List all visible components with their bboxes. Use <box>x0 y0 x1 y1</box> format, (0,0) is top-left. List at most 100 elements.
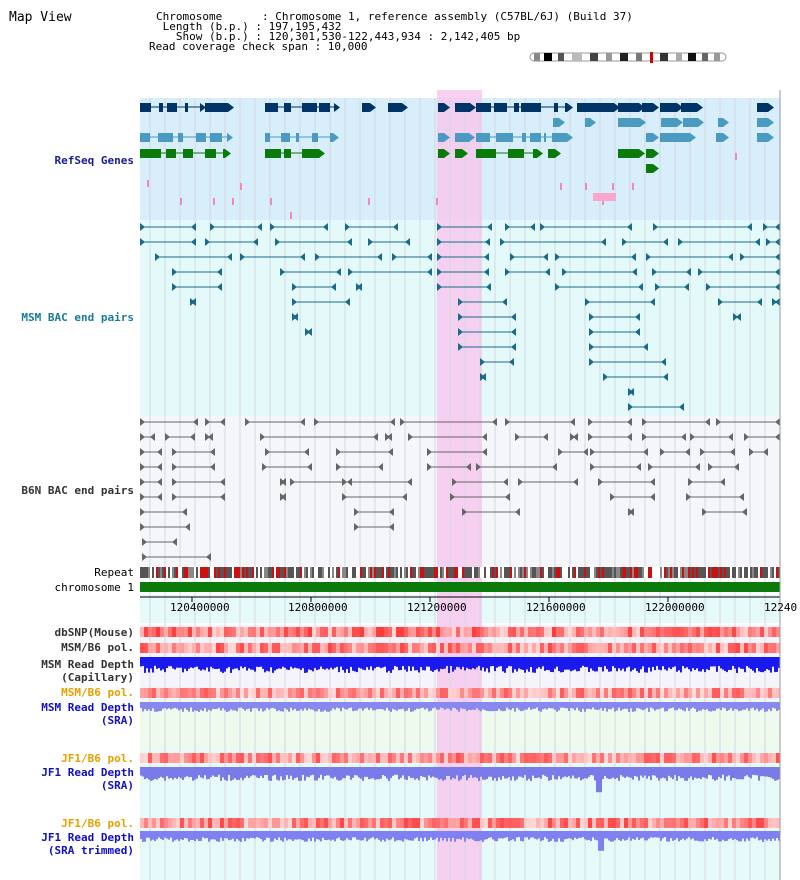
jf1-sra-depth-bar <box>308 767 310 778</box>
jf1-b6-pol2-heat-cell <box>336 818 340 828</box>
b6n-bac-pair-end <box>642 433 647 441</box>
msm-b6-pol2-heat-cell <box>424 688 428 698</box>
repeat-element <box>602 567 604 578</box>
track-label-refseq[interactable]: RefSeq Genes <box>54 154 134 167</box>
repeat-element <box>220 567 222 578</box>
track-label-jf1-b6-pol-2[interactable]: JF1/B6 pol. <box>61 817 134 830</box>
jf1-b6-pol-heat-cell <box>576 753 580 763</box>
repeat-element <box>664 567 666 578</box>
jf1-trim-depth-bar <box>338 831 340 838</box>
track-label-msm-bac[interactable]: MSM BAC end pairs <box>21 311 134 324</box>
track-label-b6n-bac[interactable]: B6N BAC end pairs <box>21 484 134 497</box>
track-label-msm-b6-pol-1[interactable]: MSM/B6 pol. <box>61 641 134 654</box>
msm-b6-pol-heat-cell <box>488 643 492 653</box>
msm-sra-depth-bar <box>288 702 290 712</box>
msm-cap-depth-bar <box>760 657 762 673</box>
jf1-trim-depth-bar <box>384 831 386 842</box>
msm-b6-pol-heat-cell <box>344 643 348 653</box>
msm-b6-pol2-heat-cell <box>340 688 344 698</box>
dbsnp-heat-cell <box>596 627 600 637</box>
track-label-jf1-b6-pol-1[interactable]: JF1/B6 pol. <box>61 752 134 765</box>
repeat-element <box>190 567 192 578</box>
repeat-element <box>424 567 426 578</box>
repeat-element <box>142 567 144 578</box>
repeat-element <box>344 567 346 578</box>
jf1-b6-pol-heat-cell <box>300 753 304 763</box>
jf1-trim-depth-bar <box>688 831 690 838</box>
track-label-jf1-depth-sra[interactable]: JF1 Read Depth <box>41 766 134 779</box>
repeat-element <box>322 567 324 578</box>
jf1-b6-pol2-heat-cell <box>344 818 348 828</box>
jf1-trim-depth-bar <box>484 831 486 840</box>
jf1-trim-depth-bar <box>166 831 168 839</box>
jf1-sra-depth-bar <box>226 767 228 781</box>
repeat-element <box>466 567 468 578</box>
track-label-jf1-depth-trim[interactable]: JF1 Read Depth <box>41 831 134 844</box>
jf1-trim-depth-bar <box>472 831 474 840</box>
jf1-sra-depth-bar <box>340 767 342 781</box>
jf1-b6-pol-heat-cell <box>316 753 320 763</box>
jf1-b6-pol2-heat-cell <box>272 818 276 828</box>
msm-b6-pol-heat-cell <box>480 643 484 653</box>
repeat-element <box>692 567 694 578</box>
jf1-trim-depth-bar <box>740 831 742 842</box>
msm-cap-depth-bar <box>338 657 340 673</box>
jf1-b6-pol-heat-cell <box>156 753 160 763</box>
msm-sra-depth-bar <box>338 702 340 709</box>
repeat-element <box>404 567 406 578</box>
jf1-sra-depth-bar <box>676 767 678 781</box>
dbsnp-heat-cell <box>452 627 456 637</box>
msm-sra-depth-bar <box>194 702 196 711</box>
jf1-b6-pol-heat-cell <box>404 753 408 763</box>
repeat-element <box>772 567 774 578</box>
track-label-dbsnp[interactable]: dbSNP(Mouse) <box>54 626 134 639</box>
jf1-trim-depth-bar <box>568 831 570 839</box>
jf1-b6-pol2-heat-cell <box>232 818 236 828</box>
jf1-trim-depth-bar <box>730 831 732 839</box>
track-label-msm-depth-sra[interactable]: MSM Read Depth <box>41 701 134 714</box>
jf1-trim-depth-bar <box>224 831 226 839</box>
jf1-trim-depth-bar <box>724 831 726 842</box>
repeat-element <box>760 567 762 578</box>
jf1-sra-depth-bar <box>482 767 484 780</box>
repeat-element <box>638 567 640 578</box>
msm-b6-pol2-heat-cell <box>140 688 144 698</box>
jf1-trim-depth-bar <box>634 831 636 840</box>
msm-b6-pol2-heat-cell <box>476 688 480 698</box>
msm-cap-depth-bar <box>400 657 402 671</box>
b6n-bac-pair-end <box>205 433 210 441</box>
msm-sra-depth-bar <box>494 702 496 711</box>
msm-b6-pol-heat-cell <box>556 643 560 653</box>
jf1-sra-depth-bar <box>690 767 692 777</box>
repeat-element <box>636 567 638 578</box>
jf1-trim-depth-bar <box>392 831 394 838</box>
msm-sra-depth-bar <box>644 702 646 710</box>
repeat-element <box>452 567 454 578</box>
jf1-trim-depth-bar <box>196 831 198 840</box>
jf1-trim-depth-bar <box>748 831 750 841</box>
track-label-msm-b6-pol-2[interactable]: MSM/B6 pol. <box>61 686 134 699</box>
jf1-sra-depth-bar <box>678 767 680 777</box>
track-label-repeat[interactable]: Repeat <box>94 566 134 579</box>
repeat-element <box>518 567 520 578</box>
msm-sra-depth-bar <box>486 702 488 711</box>
msm-cap-depth-bar <box>600 657 602 668</box>
msm-b6-pol-heat-cell <box>396 643 400 653</box>
msm-sra-depth-bar <box>612 702 614 708</box>
track-label-msm-depth-cap[interactable]: MSM Read Depth <box>41 658 134 671</box>
jf1-sra-depth-bar <box>492 767 494 781</box>
jf1-sra-depth-bar <box>586 767 588 779</box>
jf1-b6-pol-heat-cell <box>436 753 440 763</box>
b6n-bac-pair-end <box>140 418 145 426</box>
gene-strand-arrow <box>677 118 683 127</box>
chromosome-ideogram[interactable] <box>528 51 730 65</box>
repeat-element <box>566 567 568 578</box>
msm-b6-pol2-heat-cell <box>704 688 708 698</box>
jf1-trim-depth-bar <box>772 831 774 839</box>
repeat-element <box>586 567 588 578</box>
msm-sra-depth-bar <box>428 702 430 712</box>
msm-cap-depth-bar <box>320 657 322 667</box>
msm-b6-pol2-heat-cell <box>492 688 496 698</box>
msm-b6-pol2-heat-cell <box>284 688 288 698</box>
